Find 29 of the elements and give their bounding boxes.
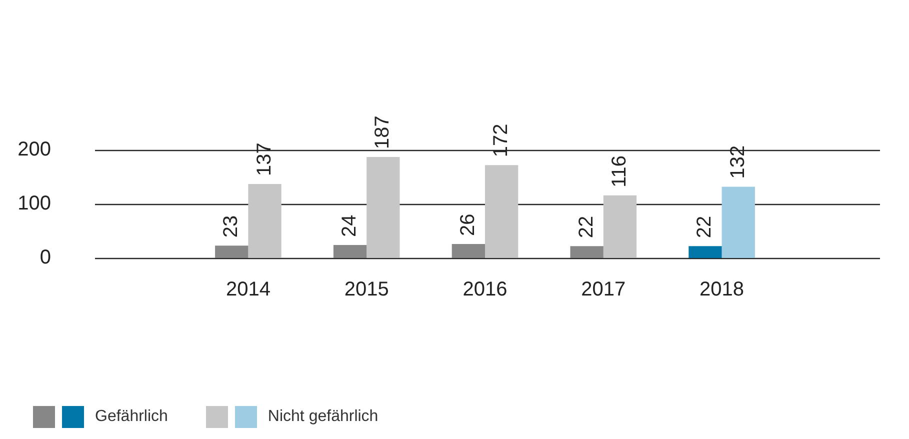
y-tick-label: 0 xyxy=(40,246,51,269)
bar xyxy=(366,157,400,258)
legend-label: Gefährlich xyxy=(95,408,168,426)
bar xyxy=(688,246,722,258)
x-tick-label: 2016 xyxy=(462,278,508,301)
y-tick-label: 200 xyxy=(18,138,51,161)
legend-label: Nicht gefährlich xyxy=(268,408,378,426)
data-label: 22 xyxy=(575,216,598,238)
bar xyxy=(248,184,282,258)
data-label: 187 xyxy=(372,116,394,150)
x-tick-label: 2015 xyxy=(344,278,389,301)
x-tick-label: 2017 xyxy=(581,278,626,301)
bar xyxy=(452,244,485,258)
bar xyxy=(333,245,367,258)
bar xyxy=(603,195,637,258)
data-label: 22 xyxy=(694,216,716,238)
bar xyxy=(215,246,248,258)
data-label: 26 xyxy=(456,214,479,236)
data-label: 116 xyxy=(608,155,630,188)
x-tick-label: 2018 xyxy=(700,278,744,301)
bar xyxy=(570,246,604,258)
bar xyxy=(485,165,518,258)
data-label: 24 xyxy=(338,214,361,238)
bar xyxy=(722,186,755,258)
data-label: 132 xyxy=(726,145,749,179)
x-tick-label: 2014 xyxy=(226,278,270,301)
y-tick-label: 100 xyxy=(18,192,51,215)
data-label: 23 xyxy=(220,215,242,238)
data-label: 137 xyxy=(253,142,276,176)
